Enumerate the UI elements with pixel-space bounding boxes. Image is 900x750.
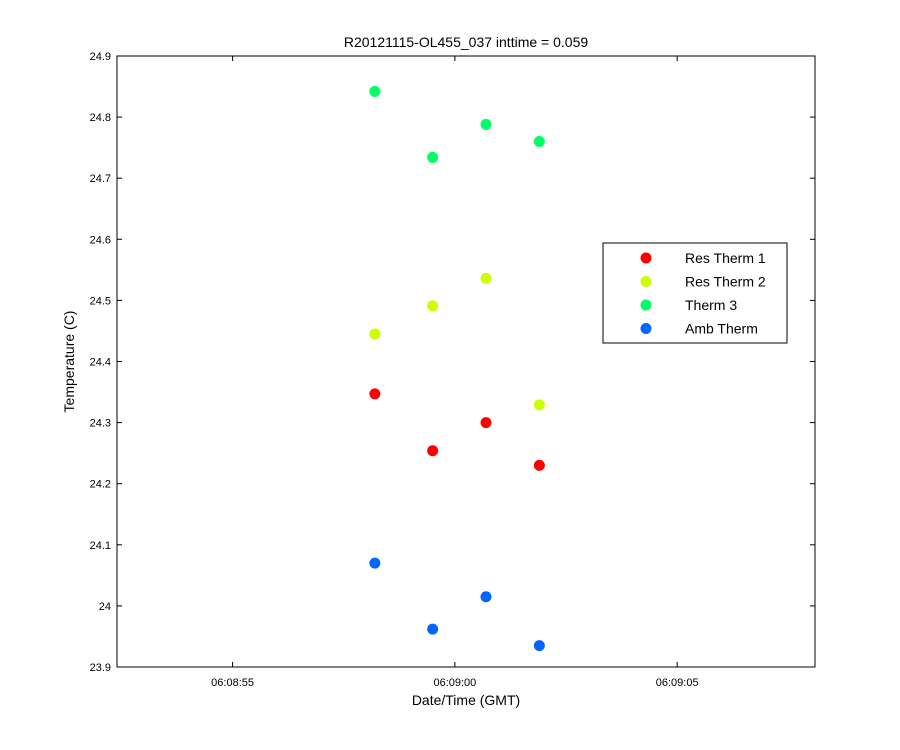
point-therm-3	[480, 118, 492, 130]
y-tick-label: 24.1	[90, 540, 111, 552]
x-axis-label: Date/Time (GMT)	[412, 692, 520, 708]
y-tick-label: 24.9	[90, 51, 111, 63]
legend-label: Res Therm 1	[685, 250, 766, 266]
legend-marker	[640, 299, 652, 311]
point-res-therm-2	[369, 328, 381, 340]
legend-label: Therm 3	[685, 297, 737, 313]
point-res-therm-1	[480, 417, 492, 429]
point-res-therm-1	[427, 445, 439, 457]
legend: Res Therm 1 Res Therm 2 Therm 3 Amb Therm	[602, 242, 788, 344]
legend-label: Amb Therm	[685, 321, 758, 337]
point-res-therm-2	[480, 272, 492, 284]
x-tick-label: 06:09:05	[656, 677, 699, 689]
legend-marker	[640, 276, 652, 287]
plot-area	[116, 55, 816, 668]
data-points	[369, 85, 545, 652]
point-res-therm-1	[369, 388, 381, 400]
point-res-therm-2	[427, 300, 439, 312]
y-tick-label: 24.5	[90, 295, 111, 307]
point-amb-therm	[369, 557, 381, 569]
x-tick-label: 06:09:00	[433, 677, 476, 689]
legend-box	[602, 242, 788, 344]
y-tick-label: 24.7	[90, 173, 111, 185]
x-axis-ticks: 06:08:55 06:09:00 06:09:05	[211, 56, 699, 689]
y-tick-label: 23.9	[90, 662, 111, 674]
y-axis-ticks: 23.9 24 24.1 24.2 24.3 24.4 24.5 24.6 24.7 24.8 24…	[90, 51, 815, 674]
y-tick-label: 24.4	[90, 357, 111, 369]
point-amb-therm	[533, 640, 545, 652]
point-amb-therm	[427, 623, 439, 635]
point-therm-3	[427, 151, 439, 163]
legend-marker	[640, 323, 652, 334]
point-therm-3	[533, 136, 545, 148]
point-res-therm-1	[533, 459, 545, 471]
chart-title: R20121115-OL455_037 inttime = 0.059	[344, 34, 588, 50]
legend-marker	[640, 252, 652, 264]
y-tick-label: 24.3	[90, 418, 111, 430]
y-tick-label: 24.6	[90, 234, 111, 246]
y-axis-label: Temperature (C)	[61, 311, 77, 413]
point-res-therm-2	[533, 399, 545, 411]
point-therm-3	[369, 85, 381, 97]
y-tick-label: 24.8	[90, 112, 111, 124]
x-tick-label: 06:08:55	[211, 677, 254, 689]
point-amb-therm	[480, 591, 492, 603]
y-tick-label: 24	[99, 601, 111, 613]
legend-label: Res Therm 2	[685, 274, 766, 290]
y-tick-label: 24.2	[90, 479, 111, 491]
